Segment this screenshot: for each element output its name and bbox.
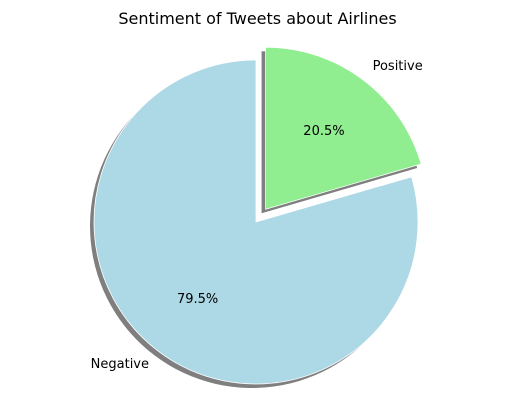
chart-title: Sentiment of Tweets about Airlines: [118, 9, 396, 28]
slice-label-negative: Negative: [91, 357, 149, 372]
slice-percent-negative: 79.5%: [177, 292, 218, 307]
pie-slice-positive: [265, 46, 422, 210]
pie-slices: [93, 46, 422, 385]
pie-labels: Negative 79.5% Positive 20.5%: [91, 59, 423, 372]
slice-percent-positive: 20.5%: [303, 124, 344, 139]
pie-slice-negative: [93, 59, 419, 385]
slice-label-positive: Positive: [373, 59, 423, 74]
